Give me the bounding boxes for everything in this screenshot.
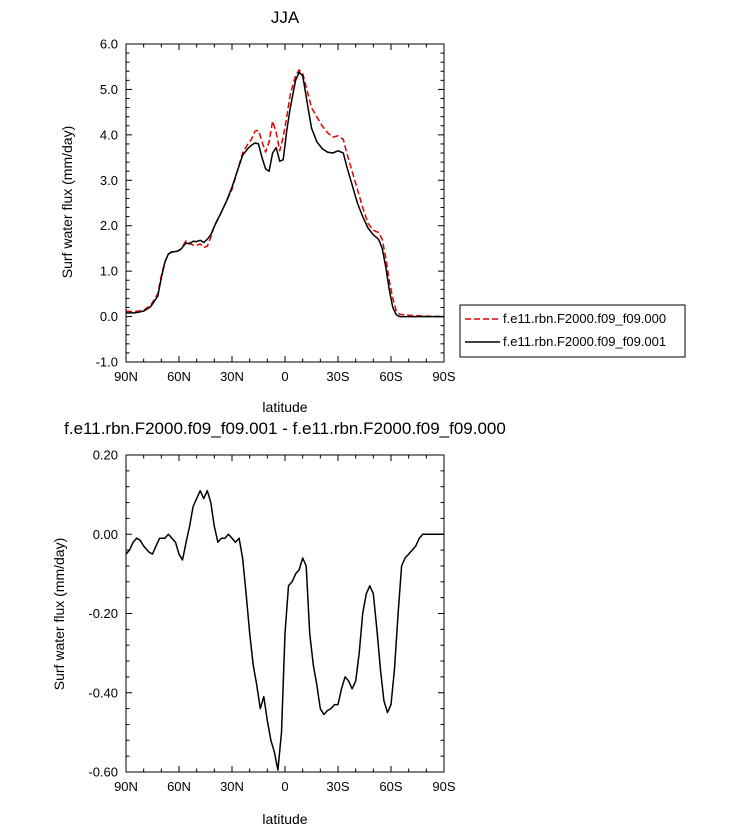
x-tick-label: 30N (220, 779, 244, 794)
x-tick-label: 0 (281, 369, 288, 384)
top-x-axis-label: latitude (262, 399, 307, 415)
y-tick-label: 0.00 (93, 527, 118, 542)
x-tick-label: 30N (220, 369, 244, 384)
top-chart-title: JJA (271, 8, 300, 27)
x-tick-label: 60N (167, 369, 191, 384)
legend-box (459, 304, 686, 358)
y-tick-label: -1.0 (96, 355, 118, 370)
y-tick-label: 4.0 (100, 127, 118, 142)
bottom-x-axis-label: latitude (262, 811, 307, 827)
y-tick-label: -0.60 (88, 765, 118, 780)
x-tick-label: 30S (326, 779, 349, 794)
top-legend: f.e11.rbn.F2000.f09_f09.000 f.e11.rbn.F2… (459, 304, 686, 358)
x-tick-label: 60N (167, 779, 191, 794)
legend-label-series-000: f.e11.rbn.F2000.f09_f09.000 (503, 311, 666, 326)
bottom-chart-title: f.e11.rbn.F2000.f09_f09.001 - f.e11.rbn.… (64, 419, 506, 438)
bottom-chart: f.e11.rbn.F2000.f09_f09.001 - f.e11.rbn.… (51, 419, 506, 827)
y-tick-label: -0.40 (88, 685, 118, 700)
y-tick-label: 0.0 (100, 309, 118, 324)
y-tick-label: 5.0 (100, 82, 118, 97)
x-tick-label: 0 (281, 779, 288, 794)
x-tick-label: 90N (114, 779, 138, 794)
y-tick-label: 0.20 (93, 448, 118, 463)
series-line-0-0 (126, 69, 444, 318)
y-tick-label: 1.0 (100, 264, 118, 279)
y-tick-label: -0.20 (88, 606, 118, 621)
x-tick-label: 90N (114, 369, 138, 384)
x-tick-label: 30S (326, 369, 349, 384)
series-line-1-0 (126, 489, 444, 771)
top-chart: JJA 90N 60N 30N 0 30S 60S 90S -1.0 0.0 1.0 2.0 3.0 4… (59, 8, 686, 415)
y-tick-label: 3.0 (100, 173, 118, 188)
x-tick-label: 60S (379, 369, 402, 384)
y-tick-label: 6.0 (100, 37, 118, 52)
series-line-0-1 (126, 71, 444, 318)
x-tick-label: 60S (379, 779, 402, 794)
legend-label-series-001: f.e11.rbn.F2000.f09_f09.001 (503, 334, 666, 349)
bottom-y-axis-label: Surf water flux (mm/day) (51, 538, 67, 690)
y-tick-label: 2.0 (100, 218, 118, 233)
top-plot-area: 90N 60N 30N 0 30S 60S 90S -1.0 0.0 1.0 2.0 3.0 4.0 5.… (96, 37, 456, 385)
x-tick-label: 90S (432, 779, 455, 794)
x-tick-label: 90S (432, 369, 455, 384)
bottom-plot-area: 90N 60N 30N 0 30S 60S 90S -0.60 -0.40 -0.20 0.00 0.… (88, 448, 456, 795)
top-y-axis-label: Surf water flux (mm/day) (59, 126, 75, 278)
